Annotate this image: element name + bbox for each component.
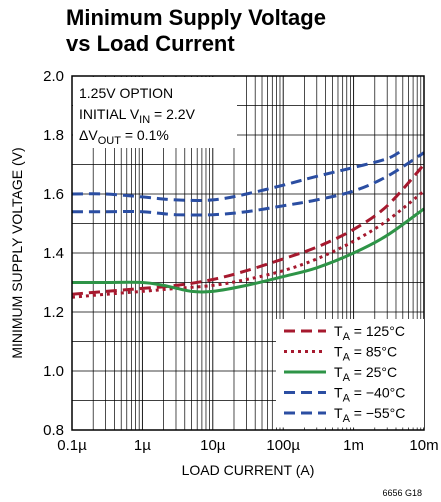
x-tick-label-6: 10m (409, 437, 438, 454)
y-tick-label-7: 2.0 (43, 68, 64, 85)
legend-label-3: TA = 25°C (334, 364, 397, 384)
chart-title: Minimum Supply Voltage vs Load Current (66, 5, 326, 57)
series-line-2 (71, 189, 425, 299)
legend-label-4: TA = −40°C (334, 385, 405, 405)
legend: TA = 125°CTA = 85°CTA = 25°CTA = −40°CTA… (276, 319, 424, 428)
series-line-4 (71, 151, 425, 217)
annotation-line1: 1.25V OPTION (79, 85, 173, 101)
x-tick-label-5: 1m (343, 437, 364, 454)
x-tick-label-3: 10µ (200, 437, 226, 454)
legend-label-5: TA = −55°C (334, 405, 405, 425)
annotation-line2: INITIAL VIN = 2.2V (79, 106, 196, 126)
y-tick-label-6: 1.8 (43, 127, 64, 144)
series-layer (71, 148, 426, 299)
figure-code: 6656 G18 (382, 488, 422, 498)
y-tick-label-4: 1.4 (43, 245, 64, 262)
y-tick-label-2: 1.0 (43, 363, 64, 380)
chart-title-line2: vs Load Current (66, 31, 235, 56)
chart-title-line1: Minimum Supply Voltage (66, 5, 326, 30)
y-tick-labels: 0.8 1.0 1.2 1.4 1.6 1.8 2.0 (43, 68, 64, 439)
annotation-line3: ΔVOUT = 0.1% (79, 127, 169, 147)
legend-label-1: TA = 125°C (334, 323, 405, 343)
y-tick-label-1: 0.8 (43, 422, 64, 439)
plot-frame (71, 75, 425, 431)
x-tick-label-1: 0.1µ (57, 437, 87, 454)
x-tick-label-4: 100µ (266, 437, 300, 454)
series-line-5 (71, 148, 404, 202)
annotation-box: 1.25V OPTION INITIAL VIN = 2.2V ΔVOUT = … (73, 77, 237, 148)
x-axis-label: LOAD CURRENT (A) (182, 462, 315, 478)
x-tick-labels: 0.1µ 1µ 10µ 100µ 1m 10m (57, 437, 438, 454)
x-tick-label-2: 1µ (134, 437, 151, 454)
y-axis-label: MINIMUM SUPPLY VOLTAGE (V) (9, 147, 25, 358)
series-line-1 (71, 163, 426, 296)
series-line-3 (71, 207, 425, 294)
legend-label-2: TA = 85°C (334, 344, 397, 364)
y-tick-label-5: 1.6 (43, 186, 64, 203)
y-tick-label-3: 1.2 (43, 304, 64, 321)
